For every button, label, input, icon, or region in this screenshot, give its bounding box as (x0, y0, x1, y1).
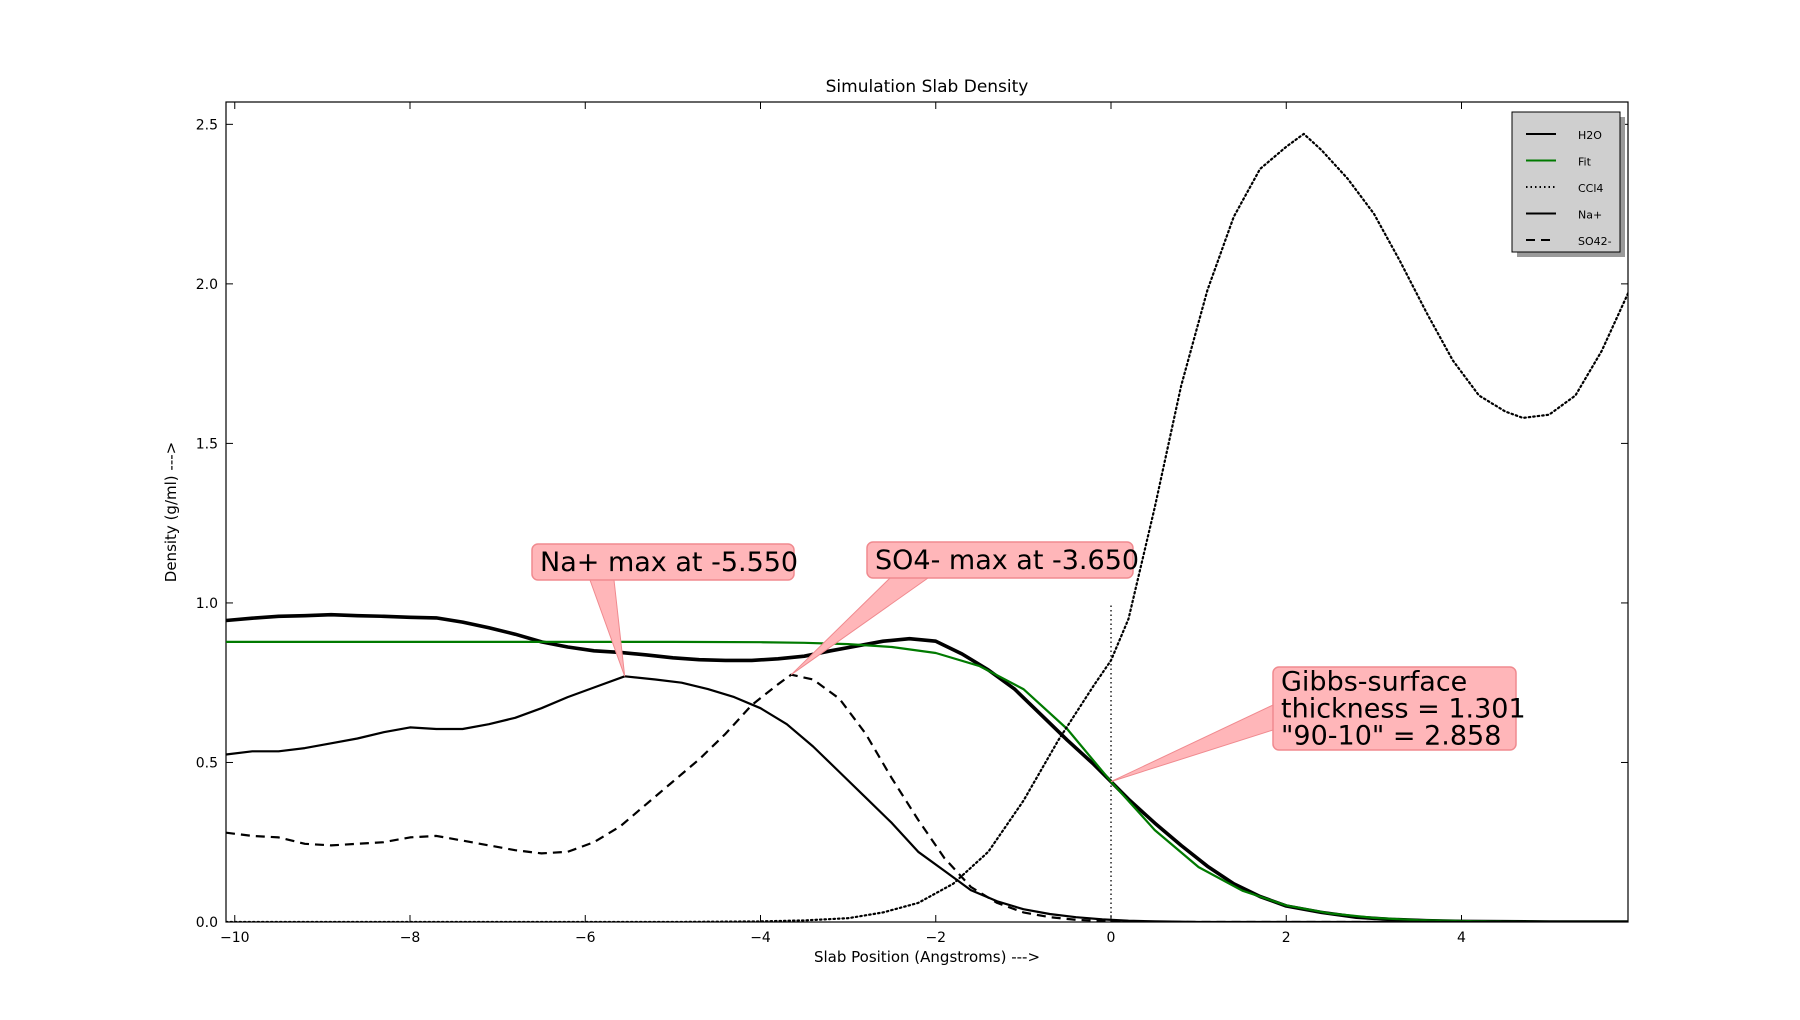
y-tick-label: 2.5 (196, 117, 218, 133)
y-tick-label: 2.0 (196, 277, 218, 293)
y-tick-label: 0.5 (196, 755, 218, 771)
x-tick-label: −10 (220, 930, 250, 946)
y-axis-title: Density (g/ml) ---> (162, 442, 180, 582)
callout-text: Na+ max at -5.550 (540, 547, 798, 578)
callout-text: thickness = 1.301 (1281, 694, 1526, 725)
x-tick-label: 2 (1282, 930, 1291, 946)
annotation-callout: Na+ max at -5.550 (531, 543, 798, 677)
x-tick-label: −4 (750, 930, 771, 946)
legend-box (1511, 111, 1621, 253)
callout-box (866, 541, 1134, 579)
callout-box (531, 543, 795, 581)
legend-label: SO42- (1578, 235, 1612, 248)
callout-text: Gibbs-surface (1281, 667, 1467, 698)
callout-text: "90-10" = 2.858 (1281, 721, 1501, 752)
annotation-callout: SO4- max at -3.650 (790, 541, 1139, 676)
annotations: Na+ max at -5.550 SO4- max at -3.650 Gibbs… (531, 541, 1526, 783)
x-tick-label: 0 (1107, 930, 1116, 946)
x-axis-title: Slab Position (Angstroms) ---> (814, 948, 1040, 966)
x-tick-label: −2 (925, 930, 946, 946)
legend-label: Fit (1578, 156, 1592, 169)
callout-box (1272, 666, 1517, 751)
legend-label: H2O (1578, 129, 1602, 142)
chart-title: Simulation Slab Density (826, 77, 1029, 97)
x-tick-label: −8 (400, 930, 421, 946)
callout-text: SO4- max at -3.650 (875, 545, 1139, 576)
series-line-so42 (226, 673, 1628, 922)
series-line-na (226, 675, 1628, 922)
y-tick-label: 1.5 (196, 436, 218, 452)
y-tick-label: 1.0 (196, 596, 218, 612)
x-tick-label: −6 (575, 930, 596, 946)
axes-frame (225, 101, 1629, 923)
series-line-fit (226, 640, 1628, 922)
x-tick-label: 4 (1457, 930, 1466, 946)
legend-label: CCl4 (1578, 182, 1603, 195)
legend: H2O Fit CCl4 Na+ SO42- (1511, 111, 1625, 257)
legend-label: Na+ (1578, 209, 1602, 222)
series-line-ccl4 (226, 132, 1628, 922)
y-tick-label: 0.0 (196, 915, 218, 931)
series-group (226, 132, 1628, 922)
plot-area: −10 −8 −6 −4 −2 0 2 4 0.0 0.5 1.0 1.5 2.0 2.5 (196, 101, 1629, 946)
